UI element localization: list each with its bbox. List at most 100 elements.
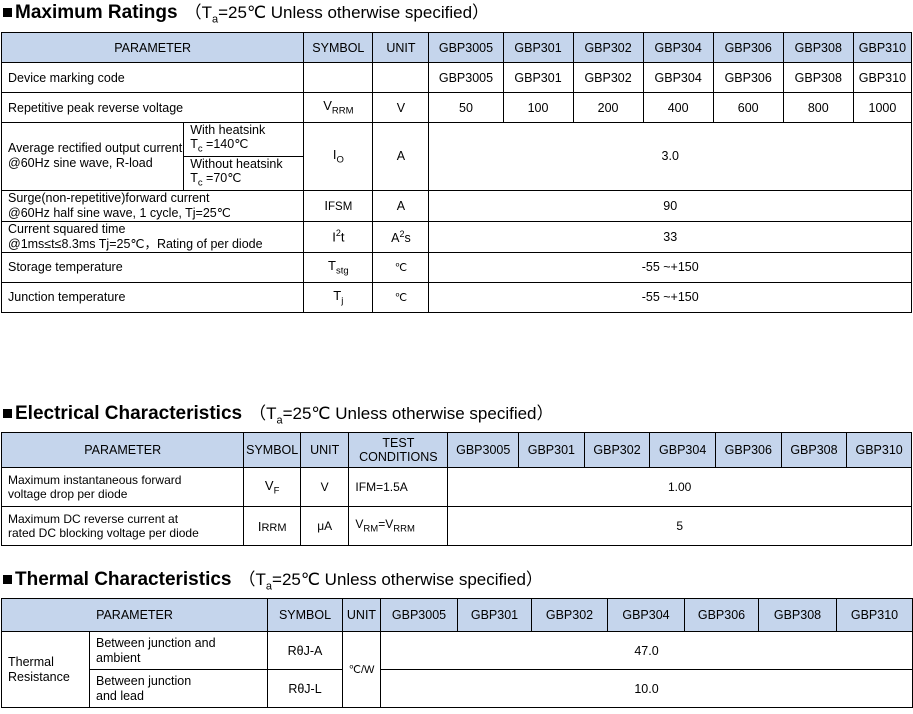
cell-unit: ℃ <box>372 281 430 313</box>
symbol-superscript: 2 <box>335 228 341 239</box>
cell-test-condition: VRM=VRRM <box>348 506 449 546</box>
row-label-average-rectified-output-current: Average rectified output current @60Hz s… <box>0 122 185 191</box>
row-label-text: Average rectified output current @60Hz s… <box>8 141 183 171</box>
thermal-heading: Thermal Characteristics （Ta=25℃ Unless o… <box>3 570 543 592</box>
symbol-rest: t <box>340 229 345 245</box>
condition-rest: =25℃ Unless otherwise specified） <box>218 3 490 22</box>
row-label-device-marking: Device marking code <box>0 62 305 93</box>
max-ratings-heading: Maximum Ratings （Ta=25℃ Unless otherwise… <box>3 3 489 25</box>
row-label-line2: @1ms≤t≤8.3ms Tj=25℃，Rating of per diode <box>8 236 263 251</box>
subrow-line2-rest: =140℃ <box>202 137 249 152</box>
cell-value: GBP3005 <box>428 62 504 93</box>
max-ratings-title: Maximum Ratings <box>15 2 178 23</box>
col-unit: UNIT <box>372 32 430 63</box>
col-gbp306: GBP306 <box>712 32 784 63</box>
cell-unit: V <box>299 467 350 507</box>
bullet-square-icon <box>3 575 12 584</box>
symbol-base: V <box>323 98 332 114</box>
col-symbol: SYMBOL <box>303 32 374 63</box>
unit-rest: s <box>404 230 411 245</box>
col-parameter: PARAMETER <box>0 432 245 468</box>
cell-test-condition: IFM=1.5A <box>348 467 449 507</box>
col-gbp310: GBP310 <box>846 432 912 468</box>
test-condition-prefix: V <box>355 517 364 532</box>
col-gbp304: GBP304 <box>642 32 714 63</box>
cell-merged-value: 3.0 <box>428 122 912 191</box>
row-label-junction-to-ambient: Between junction and ambient <box>89 631 268 670</box>
cell-unit <box>372 62 430 93</box>
cell-value: GBP308 <box>782 62 854 93</box>
subrow-with-heatsink: With heatsink Tc =140℃ <box>183 122 305 157</box>
cell-value: GBP310 <box>852 62 913 93</box>
row-label-line2: rated DC blocking voltage per diode <box>8 526 199 540</box>
table-row: Maximum instantaneous forward voltage dr… <box>0 467 912 507</box>
cell-merged-value: -55 ~+150 <box>428 251 912 283</box>
thermal-table-wrap: PARAMETER SYMBOL UNIT GBP3005 GBP301 GBP… <box>1 598 913 708</box>
test-condition-sub1: RM <box>363 523 379 535</box>
cell-unit: A <box>372 122 430 191</box>
condition-prefix: （T <box>184 3 212 22</box>
cell-merged-value: -55 ~+150 <box>428 281 912 313</box>
cell-symbol: Tstg <box>303 251 374 283</box>
condition-prefix: （T <box>249 404 277 423</box>
subrow-line2-prefix: T <box>190 171 198 186</box>
row-label-line1: Between junction and <box>96 635 216 650</box>
row-label-line2: ambient <box>96 650 141 665</box>
cell-value: 1000 <box>852 92 913 123</box>
symbol-base: I <box>324 198 329 214</box>
max-ratings-table-wrap: PARAMETER SYMBOL UNIT GBP3005 GBP301 GBP… <box>0 32 913 313</box>
condition-subscript: a <box>211 13 219 26</box>
col-unit: UNIT <box>299 432 350 468</box>
cell-merged-value: 5 <box>447 506 912 546</box>
condition-subscript: a <box>276 414 283 427</box>
condition-rest: =25℃ Unless otherwise specified） <box>282 404 554 423</box>
symbol-base: T <box>328 257 336 273</box>
table-header-row: PARAMETER SYMBOL UNIT TEST CONDITIONS GB… <box>0 432 912 468</box>
electrical-condition: （Ta=25℃ Unless otherwise specified） <box>249 405 553 426</box>
condition-prefix: （T <box>238 570 266 589</box>
row-label-line2: @60Hz half sine wave, 1 cycle, Tj=25℃ <box>8 205 231 220</box>
cell-value: 100 <box>502 92 574 123</box>
col-test-conditions: TEST CONDITIONS <box>348 432 449 468</box>
col-gbp304: GBP304 <box>607 598 685 632</box>
table-row: Maximum DC reverse current at rated DC b… <box>0 506 912 546</box>
symbol-subscript: stg <box>335 265 349 277</box>
cell-merged-value: 90 <box>428 189 912 222</box>
row-label-storage-temperature: Storage temperature <box>0 251 305 283</box>
row-group-label-thermal-resistance: Thermal Resistance <box>1 631 90 708</box>
row-label-max-dc-reverse-current: Maximum DC reverse current at rated DC b… <box>0 506 245 546</box>
symbol-base: I <box>332 147 337 162</box>
bullet-square-icon <box>3 409 12 418</box>
table-row: Current squared time @1ms≤t≤8.3ms Tj=25℃… <box>0 220 912 253</box>
cell-symbol: IO <box>303 122 374 191</box>
subrow-line1: Without heatsink <box>190 156 283 171</box>
table-header-row: PARAMETER SYMBOL UNIT GBP3005 GBP301 GBP… <box>0 32 913 63</box>
group-label-line2: Resistance <box>8 669 70 684</box>
bullet-square-icon <box>3 8 12 17</box>
row-label-junction-temperature: Junction temperature <box>0 281 305 313</box>
cell-value: GBP306 <box>712 62 784 93</box>
symbol-subscript: FSM <box>328 201 353 214</box>
cell-value: 400 <box>642 92 714 123</box>
cell-unit: A2s <box>372 220 430 253</box>
symbol-subscript: O <box>336 154 344 166</box>
cell-unit: V <box>372 92 430 123</box>
condition-subscript: a <box>265 580 273 593</box>
electrical-table: PARAMETER SYMBOL UNIT TEST CONDITIONS GB… <box>0 432 912 546</box>
col-test-conditions-line1: TEST <box>382 435 415 450</box>
subrow-line2-prefix: T <box>190 137 198 152</box>
cell-value: 800 <box>782 92 854 123</box>
col-gbp306: GBP306 <box>714 432 782 468</box>
col-gbp310: GBP310 <box>852 32 913 63</box>
condition-rest: =25℃ Unless otherwise specified） <box>272 570 543 589</box>
cell-symbol: IRRM <box>243 506 301 546</box>
cell-symbol: VRRM <box>303 92 374 123</box>
col-gbp302: GBP302 <box>531 598 608 632</box>
table-row: Junction temperature Tj ℃ -55 ~+150 <box>0 281 912 313</box>
test-condition-sub2: RRM <box>393 523 415 535</box>
cell-symbol: Tj <box>303 281 374 313</box>
row-label-surge-forward-current: Surge(non-repetitive)forward current @60… <box>0 189 305 222</box>
col-gbp308: GBP308 <box>782 32 854 63</box>
col-gbp306: GBP306 <box>684 598 759 632</box>
